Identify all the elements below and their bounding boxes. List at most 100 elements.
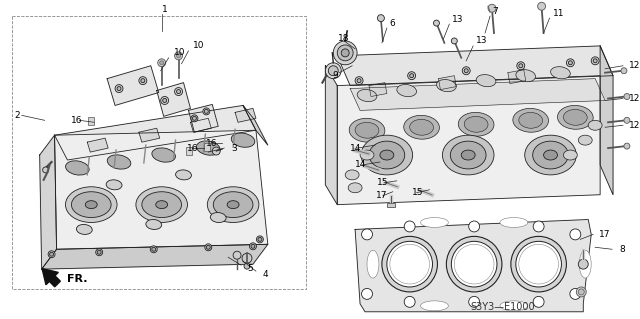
Text: FR.: FR.	[67, 274, 88, 284]
Ellipse shape	[397, 85, 417, 97]
Text: 13: 13	[476, 36, 488, 46]
Ellipse shape	[550, 67, 570, 79]
Circle shape	[621, 68, 627, 74]
Ellipse shape	[207, 187, 259, 222]
Text: 8: 8	[619, 245, 625, 254]
Ellipse shape	[500, 218, 528, 227]
Bar	[387, 203, 395, 207]
Circle shape	[517, 62, 525, 70]
Text: 11: 11	[552, 9, 564, 18]
Circle shape	[382, 236, 438, 292]
Text: 13: 13	[452, 15, 464, 24]
Circle shape	[568, 61, 572, 65]
Text: 12: 12	[629, 61, 640, 70]
Ellipse shape	[65, 187, 117, 222]
Circle shape	[519, 64, 523, 68]
Polygon shape	[369, 83, 387, 97]
Circle shape	[362, 229, 372, 240]
Polygon shape	[191, 118, 211, 132]
Circle shape	[488, 4, 496, 12]
Circle shape	[177, 90, 180, 93]
Text: 16: 16	[72, 116, 83, 125]
Circle shape	[566, 59, 574, 67]
Polygon shape	[600, 46, 613, 195]
Bar	[88, 117, 94, 125]
Circle shape	[191, 115, 198, 122]
Ellipse shape	[458, 112, 494, 136]
Circle shape	[117, 86, 121, 91]
Circle shape	[48, 251, 55, 258]
Circle shape	[357, 79, 361, 83]
Ellipse shape	[532, 141, 568, 169]
Circle shape	[433, 20, 440, 26]
Ellipse shape	[436, 79, 456, 92]
Text: 17: 17	[599, 230, 611, 239]
Circle shape	[258, 237, 262, 241]
Circle shape	[533, 296, 544, 307]
Circle shape	[206, 245, 211, 249]
Polygon shape	[188, 104, 218, 132]
Ellipse shape	[563, 150, 577, 160]
Circle shape	[161, 97, 168, 104]
Ellipse shape	[543, 150, 557, 160]
Circle shape	[157, 59, 166, 67]
Text: 5: 5	[247, 263, 253, 273]
Ellipse shape	[369, 141, 404, 169]
Circle shape	[533, 221, 544, 232]
Text: 14: 14	[355, 160, 367, 169]
Ellipse shape	[513, 108, 548, 132]
Text: 3: 3	[231, 144, 237, 152]
Circle shape	[404, 296, 415, 307]
Polygon shape	[350, 79, 605, 110]
Circle shape	[251, 244, 255, 248]
Ellipse shape	[72, 192, 111, 218]
Polygon shape	[438, 76, 456, 90]
Circle shape	[337, 45, 353, 61]
Ellipse shape	[211, 212, 226, 223]
Text: 12: 12	[629, 121, 640, 130]
Circle shape	[96, 249, 102, 256]
Circle shape	[250, 243, 257, 250]
Ellipse shape	[360, 150, 374, 160]
Circle shape	[242, 253, 252, 263]
Ellipse shape	[579, 135, 592, 145]
Ellipse shape	[476, 75, 496, 87]
Circle shape	[204, 109, 208, 113]
Circle shape	[203, 108, 210, 115]
Circle shape	[150, 246, 157, 253]
Ellipse shape	[156, 201, 168, 209]
Circle shape	[591, 57, 599, 65]
Ellipse shape	[349, 118, 385, 142]
Ellipse shape	[227, 201, 239, 209]
Text: 18: 18	[339, 34, 349, 43]
Ellipse shape	[196, 141, 220, 155]
Ellipse shape	[516, 70, 536, 82]
Text: 7: 7	[492, 7, 498, 16]
Text: 4: 4	[263, 270, 269, 278]
Polygon shape	[337, 46, 613, 85]
Ellipse shape	[345, 170, 359, 180]
Circle shape	[624, 143, 630, 149]
Ellipse shape	[65, 161, 89, 175]
Polygon shape	[325, 66, 337, 204]
Ellipse shape	[85, 201, 97, 209]
Text: 10: 10	[193, 41, 205, 50]
Circle shape	[212, 147, 220, 155]
Circle shape	[160, 61, 164, 65]
Polygon shape	[508, 70, 525, 84]
Circle shape	[451, 241, 497, 287]
Circle shape	[519, 244, 559, 284]
Circle shape	[624, 117, 630, 123]
Ellipse shape	[557, 106, 593, 129]
Text: S3Y3—E1000: S3Y3—E1000	[470, 302, 535, 312]
Polygon shape	[87, 138, 108, 152]
Circle shape	[538, 2, 545, 10]
Text: 17: 17	[376, 191, 387, 200]
Ellipse shape	[410, 119, 433, 135]
Ellipse shape	[175, 170, 191, 180]
Ellipse shape	[500, 301, 528, 311]
Ellipse shape	[451, 141, 486, 169]
Circle shape	[464, 69, 468, 73]
Polygon shape	[54, 130, 268, 249]
Text: 1: 1	[162, 5, 168, 14]
